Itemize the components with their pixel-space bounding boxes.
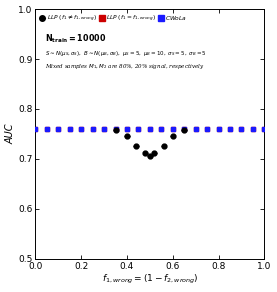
Text: $\mathbf{N_{train} = 10000}$: $\mathbf{N_{train} = 10000}$: [45, 32, 106, 45]
Text: Mixed samples $M_1, M_2$ are 80%, 20% signal, respectively: Mixed samples $M_1, M_2$ are 80%, 20% si…: [45, 62, 204, 71]
Y-axis label: AUC: AUC: [6, 124, 16, 144]
Text: $S \sim N(\mu_S, \sigma_S),\ B \sim N(\mu_B, \sigma_B),\ \mu_S = 5,\ \mu_B = 10,: $S \sim N(\mu_S, \sigma_S),\ B \sim N(\m…: [45, 49, 206, 58]
Legend: $LLP\ (f_1 \neq f_{1,wrong})$, $LLP\ (f_1 = f_{1,wrong})$, $CWoLa$: $LLP\ (f_1 \neq f_{1,wrong})$, $LLP\ (f_…: [39, 12, 189, 26]
X-axis label: $f_{1,wrong} = (1 - f_{2,wrong})$: $f_{1,wrong} = (1 - f_{2,wrong})$: [102, 273, 198, 286]
